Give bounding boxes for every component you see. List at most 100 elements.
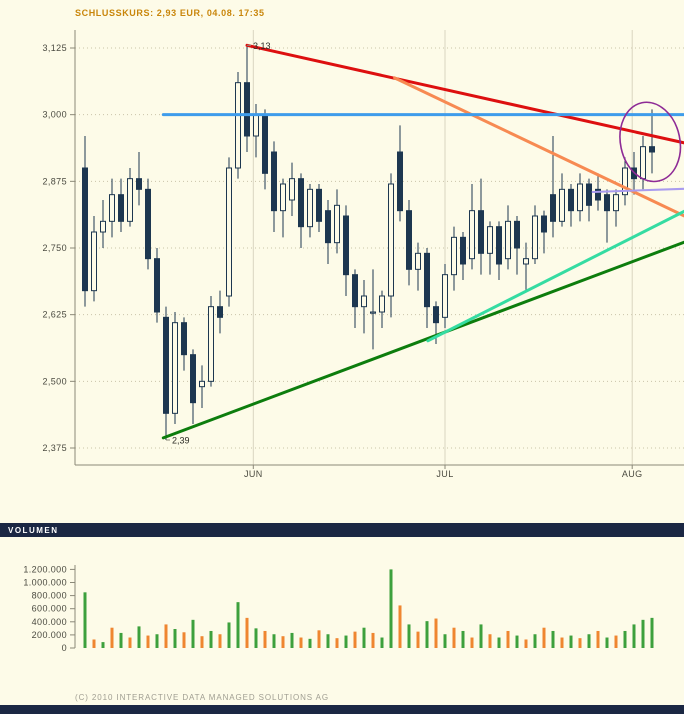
candle-body [388, 183, 394, 297]
price-annotation: 3,13 [253, 41, 271, 51]
volume-grid: 1.200.000 1.000.000 800.000 600.000 400.000 2… [23, 564, 76, 653]
price-tick-label: 2,375 [42, 443, 67, 453]
volume-bar [245, 617, 249, 648]
volume-bar [524, 639, 528, 648]
candle-body [532, 215, 538, 260]
trendline-ascending-support-darkgreen [161, 240, 684, 440]
highlight-ellipse [619, 101, 682, 183]
volume-bar [605, 637, 609, 648]
trendline-descending-resistance-red [245, 43, 684, 145]
candle-body [118, 194, 124, 222]
candle-body [514, 220, 520, 249]
volume-bar [560, 637, 564, 648]
candle-body [91, 231, 97, 292]
volume-bar [623, 630, 627, 648]
candle-body [433, 306, 439, 324]
candle-body [190, 354, 196, 404]
candle-body [379, 295, 385, 313]
volume-bar [182, 632, 186, 648]
volume-bar [281, 636, 285, 648]
price-annotation: 2,39 [172, 435, 190, 445]
volume-tick-label: 800.000 [32, 591, 67, 601]
candle-body [451, 236, 457, 276]
volume-bar [227, 622, 231, 648]
volume-bar [506, 630, 510, 648]
closing-price-header: SCHLUSSKURS: 2,93 EUR, 04.08. 17:35 [75, 8, 265, 18]
candle-body [217, 306, 223, 318]
candle-body [289, 178, 295, 201]
volume-panel-header: VOLUMEN [0, 523, 684, 537]
volume-bar [542, 627, 546, 648]
candle-body [235, 82, 241, 169]
candle-body [577, 183, 583, 212]
volume-bar [425, 621, 429, 648]
volume-bar [452, 627, 456, 648]
candle-body [307, 188, 313, 228]
trendline-ascending-support-springgreen [426, 209, 684, 343]
volume-bar [335, 638, 339, 648]
volume-bar [362, 627, 366, 648]
candle-body [316, 188, 322, 222]
volume-bar [146, 635, 150, 648]
candle-body [262, 114, 268, 174]
volume-bar [533, 634, 537, 648]
price-tick-label: 3,000 [42, 110, 67, 120]
volume-bar [407, 624, 411, 648]
volume-bar [515, 635, 519, 648]
candle-body [415, 252, 421, 270]
candle-body [397, 151, 403, 212]
price-tick-label: 3,125 [42, 43, 67, 53]
price-grid: 3,125 3,000 2,875 2,750 2,625 2,500 2,375 JUN JU… [42, 30, 684, 479]
candlestick-series [82, 45, 655, 440]
candle-body [154, 258, 160, 313]
volume-tick-label: 1.200.000 [23, 564, 67, 574]
candle-body [361, 295, 367, 308]
volume-bar [137, 626, 141, 648]
candle-body [523, 258, 529, 265]
candle-body [604, 194, 610, 212]
volume-bar [218, 634, 222, 648]
candle-body [163, 316, 169, 414]
volume-bar [101, 642, 105, 648]
price-tick-label: 2,625 [42, 310, 67, 320]
volume-bar [236, 602, 240, 648]
volume-bar [83, 592, 87, 648]
volume-bar [119, 632, 123, 648]
candle-body [145, 188, 151, 260]
volume-bar [389, 569, 393, 648]
volume-bars [83, 569, 654, 648]
candle-body [298, 178, 304, 228]
volume-bar [380, 637, 384, 648]
volume-bar [641, 619, 645, 648]
volume-bar [290, 632, 294, 648]
candle-body [496, 226, 502, 265]
candle-body [181, 322, 187, 356]
candle-body [253, 114, 259, 137]
candle-body [271, 151, 277, 212]
volume-bar [551, 630, 555, 648]
candle-body [595, 188, 601, 201]
candle-body [478, 210, 484, 254]
volume-bar [596, 630, 600, 648]
volume-bar [650, 617, 654, 648]
candle-body [343, 215, 349, 276]
candle-body [424, 252, 430, 308]
volume-bar [254, 628, 258, 648]
copyright-notice: (C) 2010 INTERACTIVE DATA MANAGED SOLUTI… [75, 693, 330, 702]
volume-bar [308, 638, 312, 648]
price-tick-label: 2,875 [42, 176, 67, 186]
volume-bar [164, 624, 168, 648]
volume-bar [191, 619, 195, 648]
candle-body [199, 380, 205, 388]
volume-bar [272, 634, 276, 648]
candle-body [460, 236, 466, 265]
candle-body [442, 274, 448, 318]
month-label: AUG [622, 469, 643, 479]
volume-bar [416, 631, 420, 648]
volume-bar [443, 634, 447, 648]
candle-body [127, 178, 133, 222]
volume-bar [398, 605, 402, 648]
candle-body [100, 220, 106, 233]
